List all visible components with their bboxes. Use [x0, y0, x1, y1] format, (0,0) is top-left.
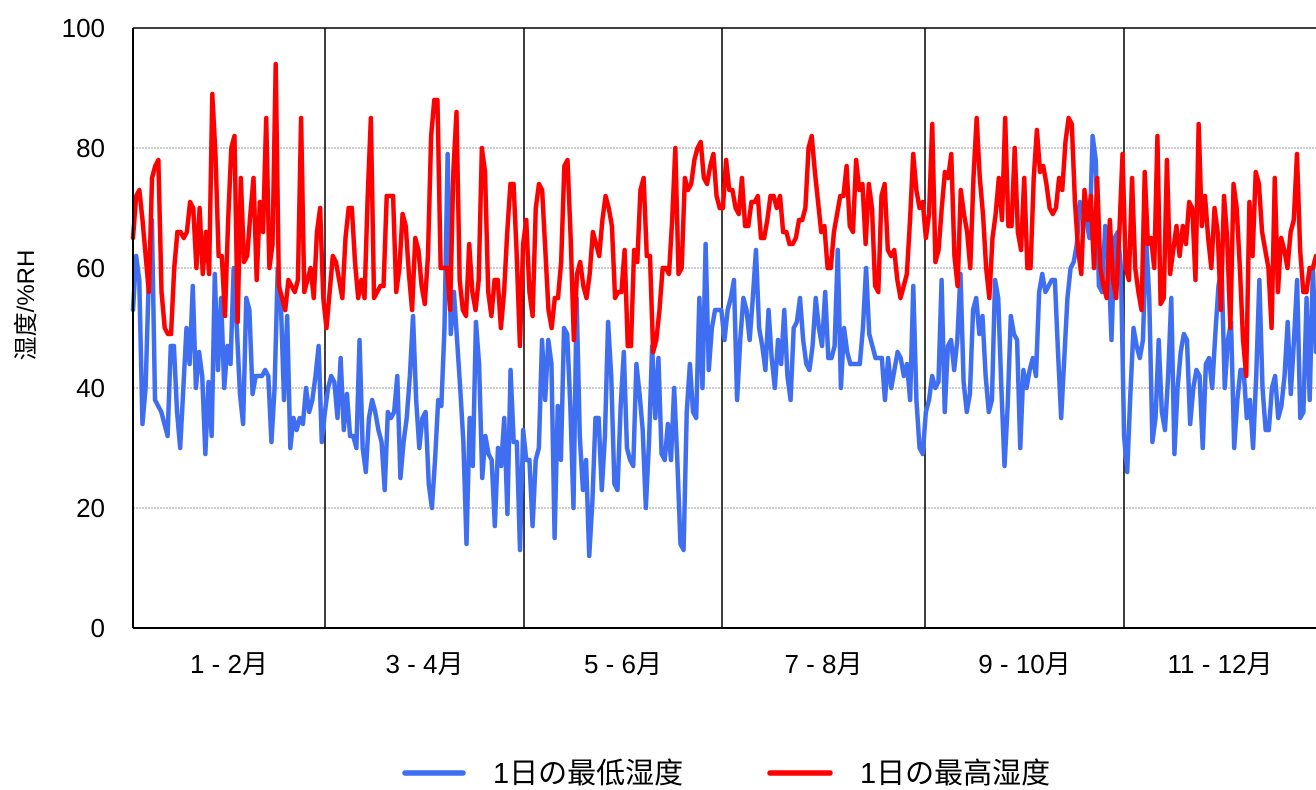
series-line-1: [130, 61, 1316, 379]
legend-label-0: 1日の最低湿度: [493, 757, 683, 790]
x-tick-label: 1 - 2月: [190, 649, 268, 679]
y-tick-label: 20: [76, 493, 105, 523]
x-tick-label: 3 - 4月: [385, 649, 463, 679]
x-tick-label: 5 - 6月: [584, 649, 662, 679]
y-tick-label: 100: [62, 13, 105, 43]
y-tick-label: 80: [76, 133, 105, 163]
legend-label-1: 1日の最高湿度: [860, 757, 1050, 790]
axes: [132, 27, 1316, 629]
x-tick-label: 11 - 12月: [1167, 649, 1272, 679]
legend: 1日の最低湿度 1日の最高湿度: [402, 757, 1050, 790]
y-axis-label: 湿度/%RH: [13, 250, 40, 361]
y-tick-label: 60: [76, 253, 105, 283]
y-tick-label: 0: [91, 613, 105, 643]
x-tick-label: 7 - 8月: [784, 649, 862, 679]
x-tick-label: 9 - 10月: [978, 649, 1071, 679]
y-tick-labels: 0 20 40 60 80 100: [62, 13, 105, 643]
x-tick-labels: 1 - 2月 3 - 4月 5 - 6月 7 - 8月 9 - 10月 11 - 12月: [190, 649, 1273, 679]
y-tick-label: 40: [76, 373, 105, 403]
series-layer: [130, 61, 1316, 559]
